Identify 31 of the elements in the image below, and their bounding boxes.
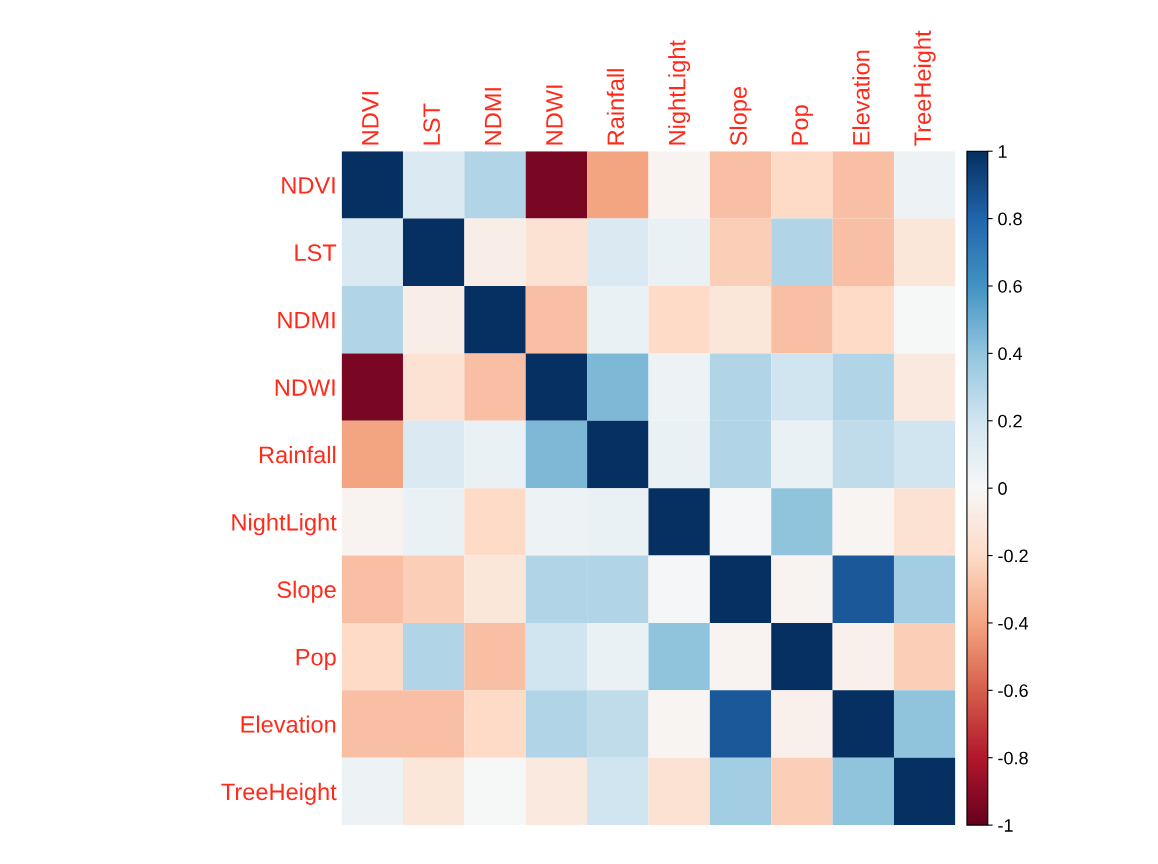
y-tick-label: NDVI bbox=[282, 177, 335, 194]
x-tick-label: NDVI bbox=[362, 92, 379, 145]
color-bar-label: 0.8 bbox=[998, 212, 1022, 226]
color-bar-label: 0.4 bbox=[998, 347, 1023, 361]
y-tick-label: NDMI bbox=[278, 311, 335, 329]
y-tick-label: TreeHeight bbox=[221, 782, 337, 805]
x-tick-label: Pop bbox=[791, 105, 813, 145]
y-tick-label: Pop bbox=[296, 648, 336, 671]
x-tick-label: TreeHeight bbox=[913, 30, 936, 146]
y-tick-label: NDWI bbox=[275, 379, 335, 396]
y-tick-label: Slope bbox=[277, 580, 336, 603]
x-tick-label: NDWI bbox=[546, 85, 563, 145]
x-tick-label: NDMI bbox=[484, 88, 502, 145]
y-tick-label: LST bbox=[295, 244, 337, 262]
y-tick-label: Elevation bbox=[241, 715, 336, 733]
color-bar-label: 0.2 bbox=[998, 414, 1022, 428]
color-bar-label: -0.8 bbox=[998, 751, 1028, 765]
x-tick-label: Elevation bbox=[852, 50, 870, 145]
x-tick-label: NightLight bbox=[668, 40, 691, 145]
color-bar-label: 0.6 bbox=[998, 279, 1022, 293]
x-tick-label: LST bbox=[423, 103, 441, 145]
y-tick-label: Rainfall bbox=[259, 445, 336, 464]
x-tick-label: Rainfall bbox=[606, 69, 625, 145]
color-bar-label: -0.2 bbox=[998, 549, 1028, 563]
x-tick-label: Slope bbox=[729, 87, 752, 146]
color-bar-label: -1 bbox=[998, 819, 1013, 832]
color-bar-label: -0.4 bbox=[998, 616, 1029, 630]
color-bar-label: 1 bbox=[998, 145, 1007, 158]
color-bar-label: -0.6 bbox=[998, 684, 1028, 698]
y-tick-label: NightLight bbox=[232, 513, 337, 536]
color-bar-label: 0 bbox=[998, 482, 1007, 495]
